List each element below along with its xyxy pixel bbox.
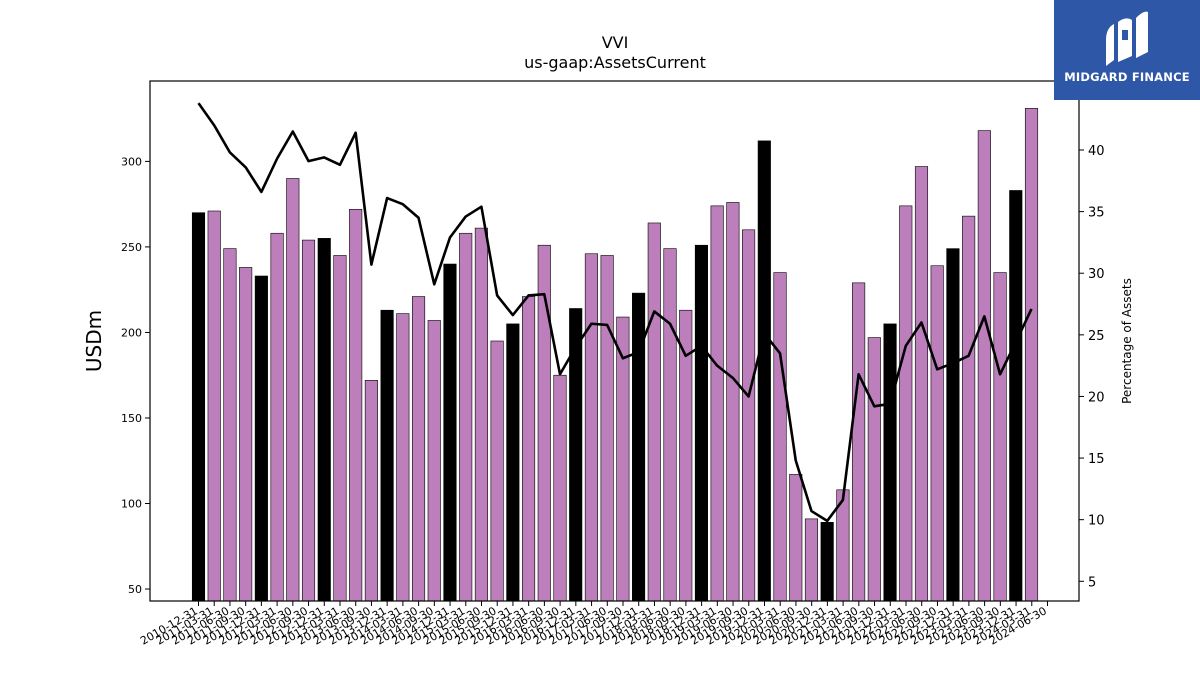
bar-37 (773, 272, 787, 602)
chart-title: VVI (602, 33, 629, 52)
bar-10 (349, 208, 363, 602)
bar-16 (443, 263, 457, 602)
bar-43 (867, 337, 881, 602)
bar-45 (899, 205, 913, 602)
logo: MIDGARD FINANCE (1054, 0, 1200, 100)
bar-21 (522, 296, 536, 602)
line-layer (197, 102, 1033, 523)
bar-2 (223, 248, 237, 602)
y2-tick-label-6: 35 (1088, 206, 1105, 221)
y2-tick-label-3: 20 (1088, 390, 1105, 405)
bar-19 (490, 340, 504, 602)
x-axis: 2010-12-312011-03-312011-06-302011-09-30… (138, 601, 1049, 648)
bar-44 (883, 323, 897, 602)
bar-13 (396, 313, 410, 602)
bar-6 (286, 178, 300, 602)
bar-17 (459, 232, 473, 602)
bar-5 (270, 232, 284, 602)
y2-tick-label-4: 25 (1088, 329, 1105, 344)
y-axis-right: 5 10 15 20 25 30 35 40 (1079, 144, 1105, 590)
bar-38 (789, 474, 803, 602)
bar-1 (207, 210, 221, 602)
bar-4 (254, 275, 268, 602)
y-tick-label-0: 50 (128, 583, 142, 596)
plot-frame (149, 80, 1080, 602)
y2-axis-label: Percentage of Assets (1120, 278, 1134, 404)
bar-14 (411, 296, 426, 602)
bar-32 (694, 244, 708, 602)
y2-tick-label-2: 15 (1088, 452, 1105, 467)
bar-26 (600, 255, 614, 602)
y-tick-label-1: 100 (121, 498, 142, 511)
y2-tick-label-7: 40 (1088, 144, 1105, 159)
bar-15 (427, 320, 441, 602)
percentage-line (197, 102, 1033, 523)
logo-text: MIDGARD FINANCE (1064, 70, 1190, 84)
bar-42 (852, 282, 866, 602)
bar-48 (946, 248, 960, 602)
bar-51 (993, 272, 1007, 602)
bar-29 (647, 222, 661, 602)
y-tick-label-2: 150 (121, 412, 142, 425)
bar-18 (474, 227, 488, 602)
bar-27 (616, 316, 630, 602)
bar-50 (977, 130, 991, 602)
logo-mark-icon (1106, 11, 1148, 66)
bar-39 (804, 518, 819, 602)
y-axis-label: USDm (82, 310, 106, 372)
y2-tick-label-0: 5 (1088, 575, 1096, 590)
bar-49 (962, 215, 976, 602)
bar-9 (333, 255, 347, 602)
y2-tick-label-1: 10 (1088, 514, 1105, 529)
bar-33 (710, 205, 724, 602)
y-axis-left: 50 100 150 200 250 300 (121, 155, 150, 596)
bar-12 (380, 309, 394, 602)
bar-11 (364, 380, 378, 602)
bar-34 (726, 202, 740, 602)
bar-7 (301, 239, 316, 602)
bar-36 (757, 140, 771, 602)
bar-46 (914, 166, 929, 602)
bar-8 (317, 238, 331, 602)
bar-25 (584, 253, 598, 602)
bars (191, 108, 1039, 602)
y-tick-label-5: 300 (121, 155, 142, 168)
bar-52 (1009, 190, 1023, 602)
bar-0 (191, 212, 206, 602)
bar-53 (1024, 108, 1039, 602)
bar-30 (663, 248, 677, 602)
y-tick-label-3: 200 (121, 326, 142, 339)
bar-3 (239, 267, 253, 602)
bar-35 (742, 229, 756, 602)
bar-40 (820, 522, 834, 602)
y-tick-label-4: 250 (121, 241, 142, 254)
y2-tick-label-5: 30 (1088, 267, 1105, 282)
bar-47 (930, 265, 944, 602)
chart-subtitle: us-gaap:AssetsCurrent (524, 53, 706, 72)
bar-23 (553, 374, 567, 602)
bar-20 (506, 323, 520, 602)
